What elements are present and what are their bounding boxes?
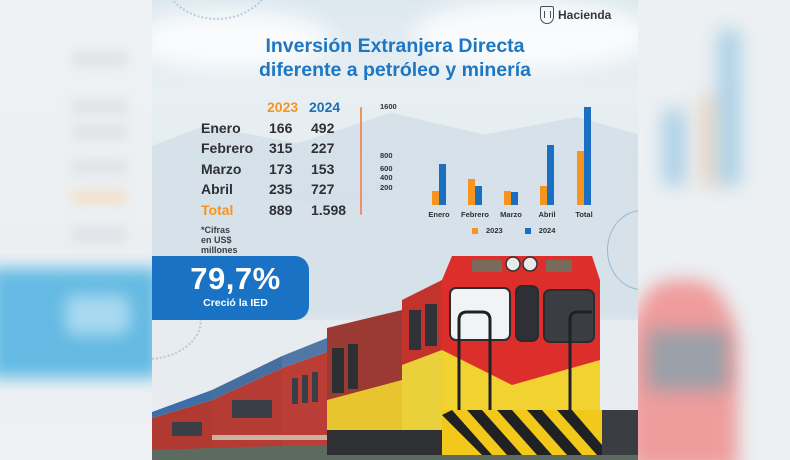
blurred-background-left xyxy=(0,0,152,460)
y-axis-tick: 1600 xyxy=(380,102,397,111)
value-2023: 166 xyxy=(269,120,293,136)
brand-name: Hacienda xyxy=(558,8,612,22)
chart-legend: 2023 2024 xyxy=(472,226,571,235)
blurred-row xyxy=(72,125,127,139)
table-row: Marzo 173 153 xyxy=(152,161,352,181)
title-line-2: diferente a petróleo y minería xyxy=(258,59,531,81)
blurred-background-right xyxy=(638,0,790,460)
cloud xyxy=(412,0,638,70)
x-axis-label: Marzo xyxy=(500,210,522,219)
coat-of-arms-icon xyxy=(540,6,554,24)
blurred-row xyxy=(72,190,127,204)
vertical-divider xyxy=(360,107,362,215)
hacienda-logo: Hacienda xyxy=(540,4,611,26)
legend-swatch-2024 xyxy=(524,227,531,234)
bar-total-2023 xyxy=(577,150,584,205)
bar-marzo-2023 xyxy=(504,190,511,205)
value-2024: 227 xyxy=(311,140,335,156)
title-line-1: Inversión Extranjera Directa xyxy=(265,35,525,57)
page-title: Inversión Extranjera Directa diferente a… xyxy=(152,34,638,82)
legend-swatch-2023 xyxy=(472,227,478,234)
legend-item-2024: 2024 xyxy=(524,226,556,235)
y-axis-tick: 600 xyxy=(380,164,393,173)
table-row: Enero 166 492 xyxy=(152,120,352,140)
legend-label-2024: 2024 xyxy=(538,226,556,235)
bar-abril-2024 xyxy=(547,144,554,205)
cloud xyxy=(152,10,332,70)
blurred-bar xyxy=(700,95,722,185)
row-label: Abril xyxy=(201,181,233,197)
y-axis-tick: 400 xyxy=(380,173,393,182)
row-label-total: Total xyxy=(201,202,234,218)
y-axis-tick: 200 xyxy=(380,183,393,192)
x-axis-label: Enero xyxy=(428,210,450,219)
bar-febrero-2023 xyxy=(468,178,475,205)
bar-enero-2024 xyxy=(439,164,446,205)
table-row: Abril 235 727 xyxy=(152,181,352,201)
value-2023: 235 xyxy=(269,181,293,197)
infographic: Hacienda Inversión Extranjera Directa di… xyxy=(152,0,638,460)
row-label: Enero xyxy=(201,120,241,136)
blurred-row xyxy=(72,52,127,66)
blurred-row xyxy=(72,160,127,174)
column-header-2024: 2024 xyxy=(309,99,341,115)
x-axis-label: Febrero xyxy=(461,210,489,219)
value-2024: 153 xyxy=(311,161,335,177)
blurred-bar xyxy=(663,110,685,185)
value-2024: 727 xyxy=(311,181,335,197)
growth-caption: Creció la IED xyxy=(203,297,268,309)
row-label: Febrero xyxy=(201,140,254,156)
units-note: *Cifras en US$ millones xyxy=(201,225,238,255)
bar-chart: 2023 2024 1600 800 600 400 200 Enero Febrero Ma… xyxy=(370,100,638,240)
value-2024: 492 xyxy=(311,120,335,136)
y-axis-tick: 800 xyxy=(380,151,393,160)
bar-marzo-2024 xyxy=(511,192,518,205)
bar-abril-2023 xyxy=(540,185,547,205)
value-2023: 173 xyxy=(269,161,293,177)
bar-total-2024 xyxy=(584,107,591,205)
total-2023: 889 xyxy=(269,202,293,218)
total-2024: 1.598 xyxy=(311,202,347,218)
blurred-train-window xyxy=(648,330,728,390)
x-axis-label: Total xyxy=(575,210,593,219)
table-row: Febrero 315 227 xyxy=(152,140,352,160)
train-illustration xyxy=(152,256,638,460)
blurred-bar xyxy=(718,30,740,185)
legend-item-2023: 2023 xyxy=(472,226,503,235)
legend-label-2023: 2023 xyxy=(486,226,503,235)
growth-percentage: 79,7% xyxy=(190,261,281,296)
table-row-total: Total 889 1.598 xyxy=(152,202,352,222)
column-header-2023: 2023 xyxy=(267,99,299,115)
value-2023: 315 xyxy=(269,140,293,156)
growth-badge: 79,7% Creció la IED xyxy=(152,256,309,320)
blurred-row xyxy=(72,100,127,114)
bar-febrero-2024 xyxy=(475,186,482,205)
bar-enero-2023 xyxy=(432,191,439,205)
blurred-row xyxy=(72,228,127,242)
row-label: Marzo xyxy=(201,161,242,177)
x-axis-label: Abril xyxy=(538,210,556,219)
blurred-badge-text xyxy=(65,295,130,335)
